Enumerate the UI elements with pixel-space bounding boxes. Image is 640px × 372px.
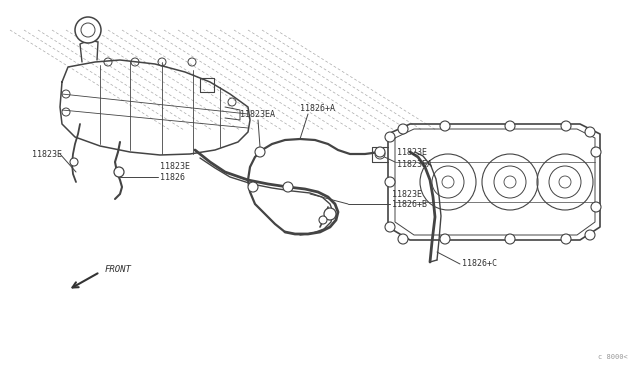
Circle shape xyxy=(255,147,265,157)
Circle shape xyxy=(585,127,595,137)
Text: FRONT: FRONT xyxy=(105,266,132,275)
Circle shape xyxy=(248,182,258,192)
Circle shape xyxy=(591,202,601,212)
Text: 11823E: 11823E xyxy=(32,150,62,158)
Text: 11823EA: 11823EA xyxy=(397,160,432,169)
Circle shape xyxy=(114,167,124,177)
Text: 11826+A: 11826+A xyxy=(300,103,335,112)
Text: 11823E: 11823E xyxy=(397,148,427,157)
Circle shape xyxy=(75,17,101,43)
Circle shape xyxy=(440,234,450,244)
Circle shape xyxy=(70,158,78,166)
Circle shape xyxy=(375,147,385,157)
Circle shape xyxy=(398,124,408,134)
Circle shape xyxy=(440,121,450,131)
Circle shape xyxy=(585,230,595,240)
Circle shape xyxy=(591,147,601,157)
Circle shape xyxy=(505,234,515,244)
Text: 11823EA: 11823EA xyxy=(240,109,275,119)
Circle shape xyxy=(375,149,385,159)
Circle shape xyxy=(283,182,293,192)
Text: 11823E: 11823E xyxy=(160,161,190,170)
Text: c 8000<: c 8000< xyxy=(598,354,628,360)
Circle shape xyxy=(561,121,571,131)
Circle shape xyxy=(385,177,395,187)
Text: 11826: 11826 xyxy=(160,173,185,182)
Circle shape xyxy=(319,216,327,224)
Circle shape xyxy=(385,222,395,232)
Circle shape xyxy=(324,208,336,220)
Text: 11826+C: 11826+C xyxy=(462,260,497,269)
Circle shape xyxy=(385,132,395,142)
Circle shape xyxy=(561,234,571,244)
Text: 11826+B: 11826+B xyxy=(392,199,427,208)
Text: 11823E: 11823E xyxy=(392,189,422,199)
Circle shape xyxy=(505,121,515,131)
Circle shape xyxy=(398,234,408,244)
